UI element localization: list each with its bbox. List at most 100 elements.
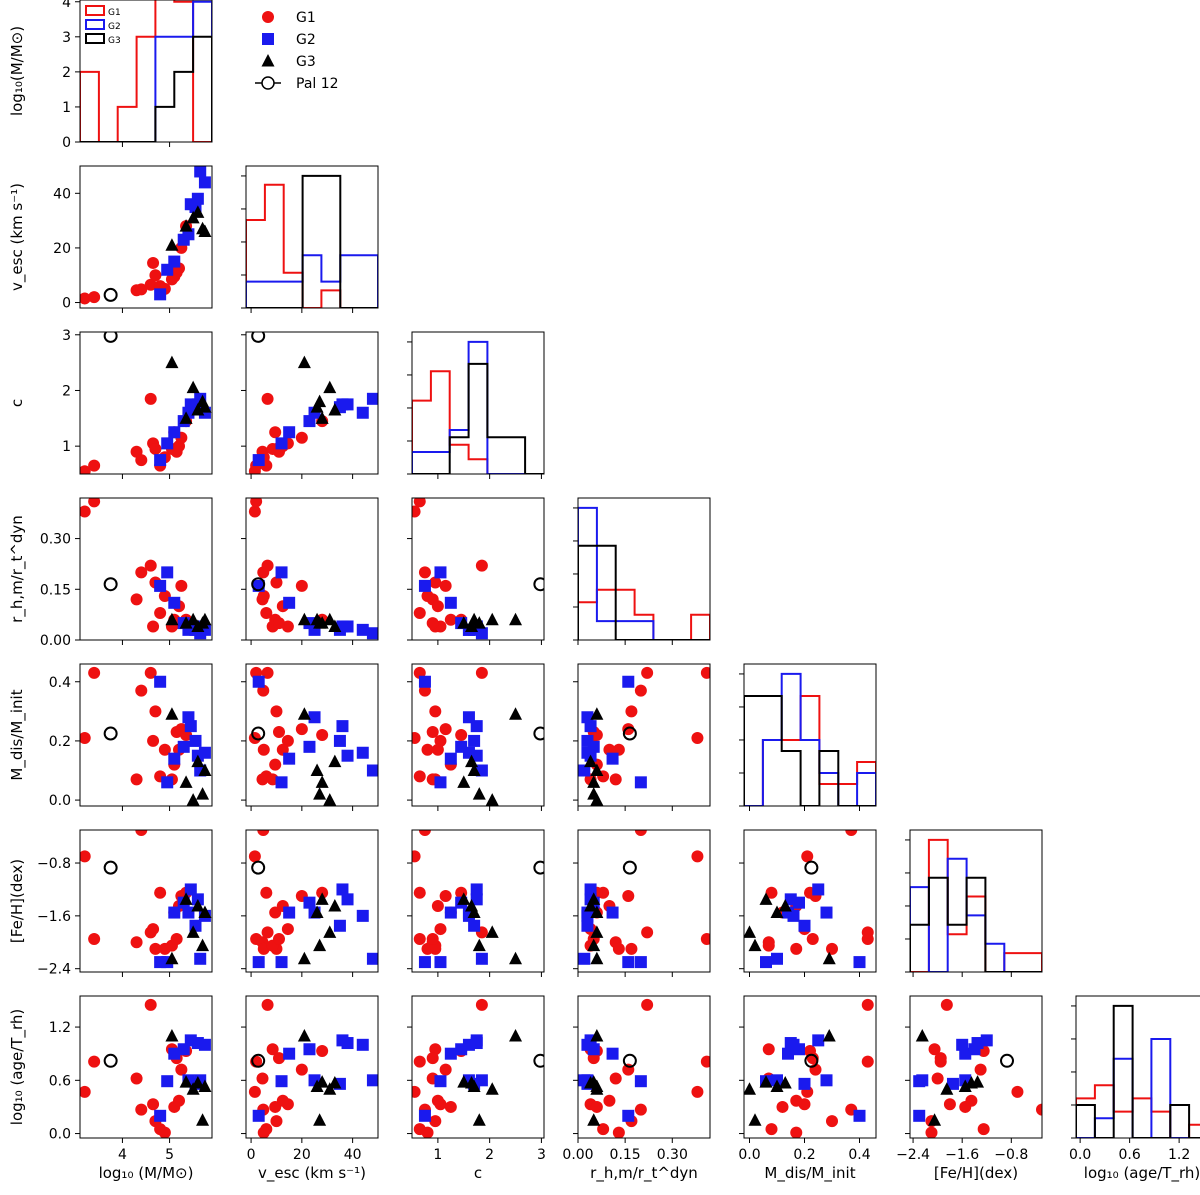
x-tick-label: 5 (165, 1147, 174, 1163)
hist-legend: G1 G2 G3 (85, 5, 121, 46)
point-G1 (135, 1103, 148, 1116)
point-G2 (584, 883, 597, 896)
point-G1 (154, 886, 167, 899)
point-G1 (439, 890, 452, 903)
point-G1 (475, 666, 488, 679)
point-G2 (336, 720, 349, 733)
point-G1 (248, 505, 261, 518)
point-pal12 (103, 860, 118, 875)
y-tick-label: 0.0 (49, 1127, 71, 1143)
point-G1 (765, 886, 778, 899)
point-G3 (297, 1028, 311, 1042)
point-G1 (281, 923, 294, 936)
point-G2 (366, 1074, 378, 1087)
point-G1 (1011, 1085, 1024, 1098)
point-G2 (275, 1075, 288, 1088)
x-tick-label: −0.8 (994, 1147, 1028, 1163)
point-G1 (861, 926, 874, 939)
point-G1 (426, 932, 439, 945)
panel-content (248, 498, 378, 640)
point-G2 (154, 1109, 167, 1122)
panel-frame (411, 331, 545, 475)
panel-frame (909, 829, 1043, 973)
panel-age-vs-age: 0.0 0.6 1.2 (1069, 995, 1200, 1163)
point-G3 (196, 787, 210, 800)
point-G1 (801, 850, 814, 863)
point-G2 (622, 956, 635, 969)
point-G3 (191, 898, 205, 912)
panel-content (412, 340, 544, 474)
hist-legend-swatch-G3 (85, 33, 105, 44)
yaxis-label-c: c (8, 399, 26, 407)
point-G2 (784, 893, 797, 906)
point-G3 (485, 793, 499, 806)
point-G1 (270, 576, 283, 589)
point-G3 (297, 951, 311, 965)
point-G2 (275, 956, 288, 969)
y-tick-label: 0.0 (49, 793, 71, 809)
point-G2 (475, 627, 488, 640)
panel-frame (245, 497, 379, 641)
y-tick-label: 0.4 (49, 675, 71, 691)
panel-frame (411, 663, 545, 807)
panel-vesc-vs-vesc (241, 165, 379, 313)
point-G3 (587, 1113, 601, 1126)
point-G2 (198, 1038, 211, 1051)
point-G3 (457, 616, 471, 629)
point-G3 (587, 938, 601, 952)
point-G3 (457, 892, 471, 905)
point-G2 (356, 1038, 369, 1051)
point-G3 (186, 380, 200, 394)
point-pal12 (103, 577, 118, 592)
point-G1 (261, 559, 274, 572)
point-G2 (168, 752, 181, 765)
point-G1 (257, 590, 270, 603)
y-tick-label: 4 (62, 0, 71, 11)
point-G1 (426, 1052, 439, 1065)
point-G1 (144, 998, 157, 1011)
point-G1 (149, 705, 162, 718)
point-G2 (198, 176, 211, 189)
point-G1 (135, 283, 148, 296)
point-G1 (421, 743, 434, 756)
point-G1 (248, 850, 261, 863)
point-G3 (822, 1028, 836, 1042)
point-G3 (179, 411, 193, 424)
y-tick-label: 0 (62, 296, 71, 312)
point-G2 (194, 166, 207, 178)
point-G1 (439, 579, 452, 592)
point-G2 (760, 956, 772, 969)
point-G1 (612, 1126, 625, 1138)
point-pal12 (533, 577, 544, 592)
x-tick-label: −2.4 (896, 1147, 930, 1163)
point-G2 (356, 909, 369, 922)
panel-rhm-vs-rhm (573, 497, 711, 645)
x-tick-label: 0.30 (657, 1147, 688, 1163)
point-G2 (470, 893, 483, 906)
point-G2 (418, 579, 431, 592)
point-G2 (184, 883, 197, 896)
point-G1 (175, 579, 188, 592)
point-G3 (590, 763, 604, 776)
panel-frame (245, 829, 379, 973)
point-G3 (465, 754, 479, 768)
point-G1 (270, 1115, 283, 1128)
point-G1 (444, 613, 457, 626)
point-G1 (135, 566, 148, 579)
point-G1 (762, 939, 775, 952)
panel-frame (909, 995, 1043, 1139)
point-G1 (147, 620, 160, 633)
point-G1 (273, 932, 285, 945)
point-G1 (612, 942, 625, 955)
panels-layer: 01234020401230.000.150.300.00.20.4−2.4−1… (8, 0, 1200, 1183)
point-G3 (759, 892, 773, 905)
point-G1 (691, 1085, 704, 1098)
point-G1 (455, 729, 468, 741)
point-G3 (165, 1028, 179, 1042)
point-pal12 (251, 1053, 266, 1068)
panel-frame (1075, 995, 1200, 1139)
panel-content (246, 174, 378, 308)
point-G1 (261, 998, 274, 1011)
point-G3 (509, 951, 523, 965)
point-G2 (980, 1034, 993, 1047)
